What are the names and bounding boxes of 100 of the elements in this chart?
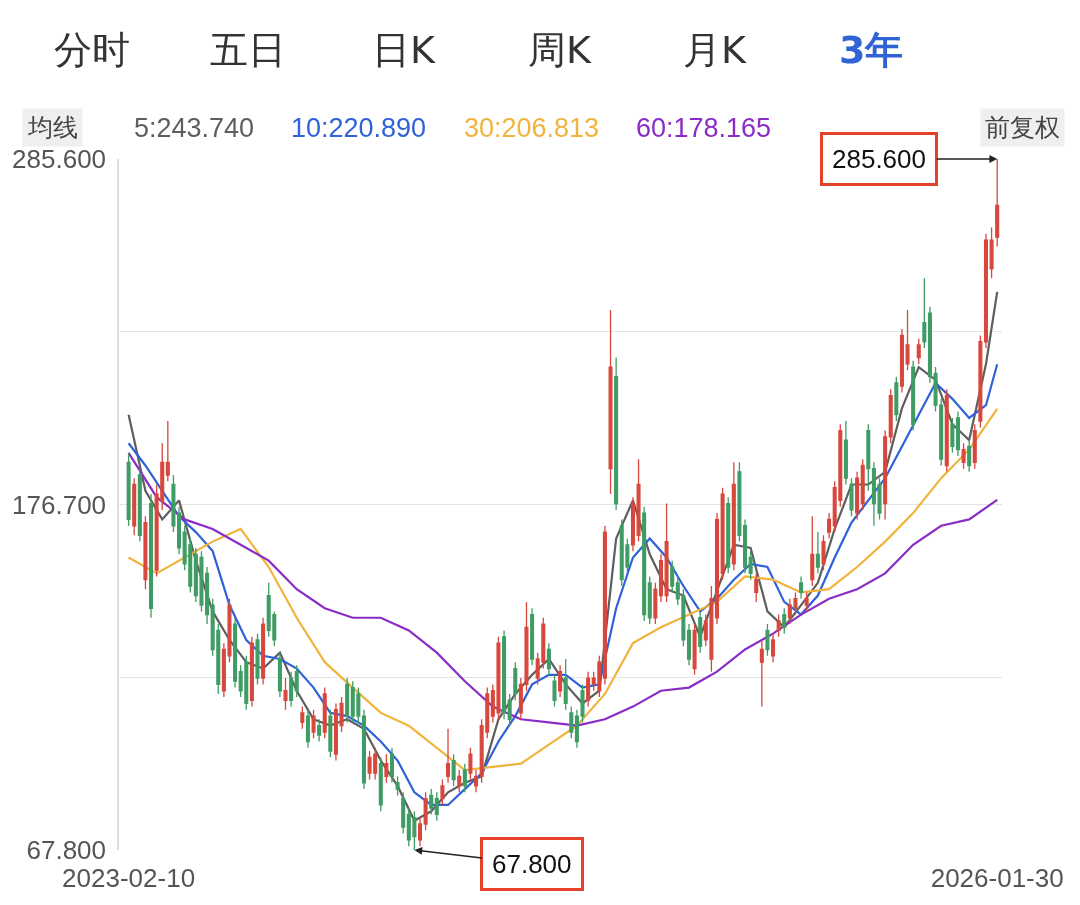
candlestick (608, 309, 613, 495)
candlestick (126, 452, 131, 527)
y-tick-label: 67.800 (26, 835, 107, 866)
candlestick (731, 461, 736, 571)
text: 10:220.890 (291, 113, 427, 143)
candlestick (995, 159, 1000, 248)
candlestick (664, 502, 669, 603)
candlestick (866, 423, 871, 492)
candlestick (440, 778, 445, 806)
candlestick (916, 337, 921, 365)
candlestick (967, 439, 972, 473)
candlestick (961, 442, 966, 470)
candlestick (799, 575, 804, 600)
candlestick (255, 632, 260, 686)
candlestick (692, 623, 697, 676)
x-tick-label: 2023-02-10 (62, 863, 196, 893)
text: 月K (683, 28, 747, 72)
candlestick (726, 496, 731, 574)
candlestick (658, 553, 663, 603)
candlestick (855, 471, 860, 521)
candlestick (563, 658, 568, 711)
candlestick (283, 677, 288, 711)
candlestick (401, 791, 406, 835)
candlestick (586, 671, 591, 708)
candlestick (277, 652, 282, 698)
candlestick (502, 629, 507, 720)
candlestick (810, 515, 815, 587)
candlestick (978, 334, 983, 429)
candlestick (754, 572, 759, 603)
candlestick (462, 763, 467, 793)
candlestick (743, 518, 748, 574)
candlestick (552, 674, 557, 708)
candlestick (451, 753, 456, 787)
candlestick (143, 515, 148, 590)
candlestick (759, 639, 764, 708)
candlestick (821, 534, 826, 571)
candlestick (171, 474, 176, 533)
candlestick (300, 705, 305, 730)
candlestick (944, 388, 949, 473)
candlestick (294, 664, 299, 698)
candlestick (771, 632, 776, 663)
candlestick (249, 636, 254, 708)
text: 日K (372, 28, 436, 72)
candlestick (670, 560, 675, 594)
text: 60:178.165 (636, 113, 772, 143)
candlestick (149, 493, 154, 619)
candlestick (468, 747, 473, 781)
candlestick (927, 306, 932, 384)
candlestick (636, 458, 641, 543)
legend-title: 均线 (27, 113, 78, 142)
text: 五日 (210, 28, 286, 72)
candlestick (686, 623, 692, 666)
text: 周K (528, 28, 592, 72)
annotation: 285.600 (832, 144, 926, 174)
candlestick (558, 664, 563, 698)
y-tick-label: 285.600 (12, 144, 107, 175)
candlestick (642, 506, 647, 622)
candlestick (507, 693, 512, 727)
candlestick (804, 591, 809, 613)
candlestick (883, 429, 888, 521)
candlestick (395, 775, 400, 797)
candlestick (815, 531, 820, 574)
candlestick (339, 696, 344, 733)
candlestick (165, 420, 170, 482)
candlestick (827, 512, 832, 540)
candlestick (205, 566, 210, 625)
candlestick (972, 423, 977, 470)
candlestick (776, 613, 781, 638)
candlestick (378, 756, 383, 812)
y-tick-label: 176.700 (12, 489, 107, 520)
candlestick (905, 309, 910, 371)
candlestick (955, 410, 960, 457)
candlestick (137, 468, 142, 543)
candlestick (345, 677, 350, 724)
candlestick (417, 816, 423, 847)
text: 前复权 (985, 113, 1060, 142)
candlestick (782, 607, 787, 635)
candlestick (698, 610, 703, 654)
candlestick (429, 788, 434, 816)
candlestick (922, 277, 927, 349)
annotation: 67.800 (492, 849, 572, 879)
candlestick (261, 617, 266, 686)
candlestick (950, 417, 955, 454)
candlestick (614, 356, 619, 511)
candlestick (737, 461, 742, 543)
candlestick (714, 512, 720, 625)
candlestick (653, 582, 658, 625)
candlestick (899, 328, 904, 394)
candlestick (434, 791, 439, 822)
text: 5:243.740 (134, 113, 255, 143)
candlestick (888, 388, 893, 444)
candlestick (569, 705, 574, 739)
line-series (127, 363, 999, 807)
candlestick (765, 623, 770, 657)
candlestick (446, 728, 451, 784)
candlestick (894, 375, 899, 422)
candlestick (849, 477, 854, 517)
candlestick (333, 702, 338, 762)
candlestick (361, 709, 366, 790)
candlestick (602, 525, 607, 686)
